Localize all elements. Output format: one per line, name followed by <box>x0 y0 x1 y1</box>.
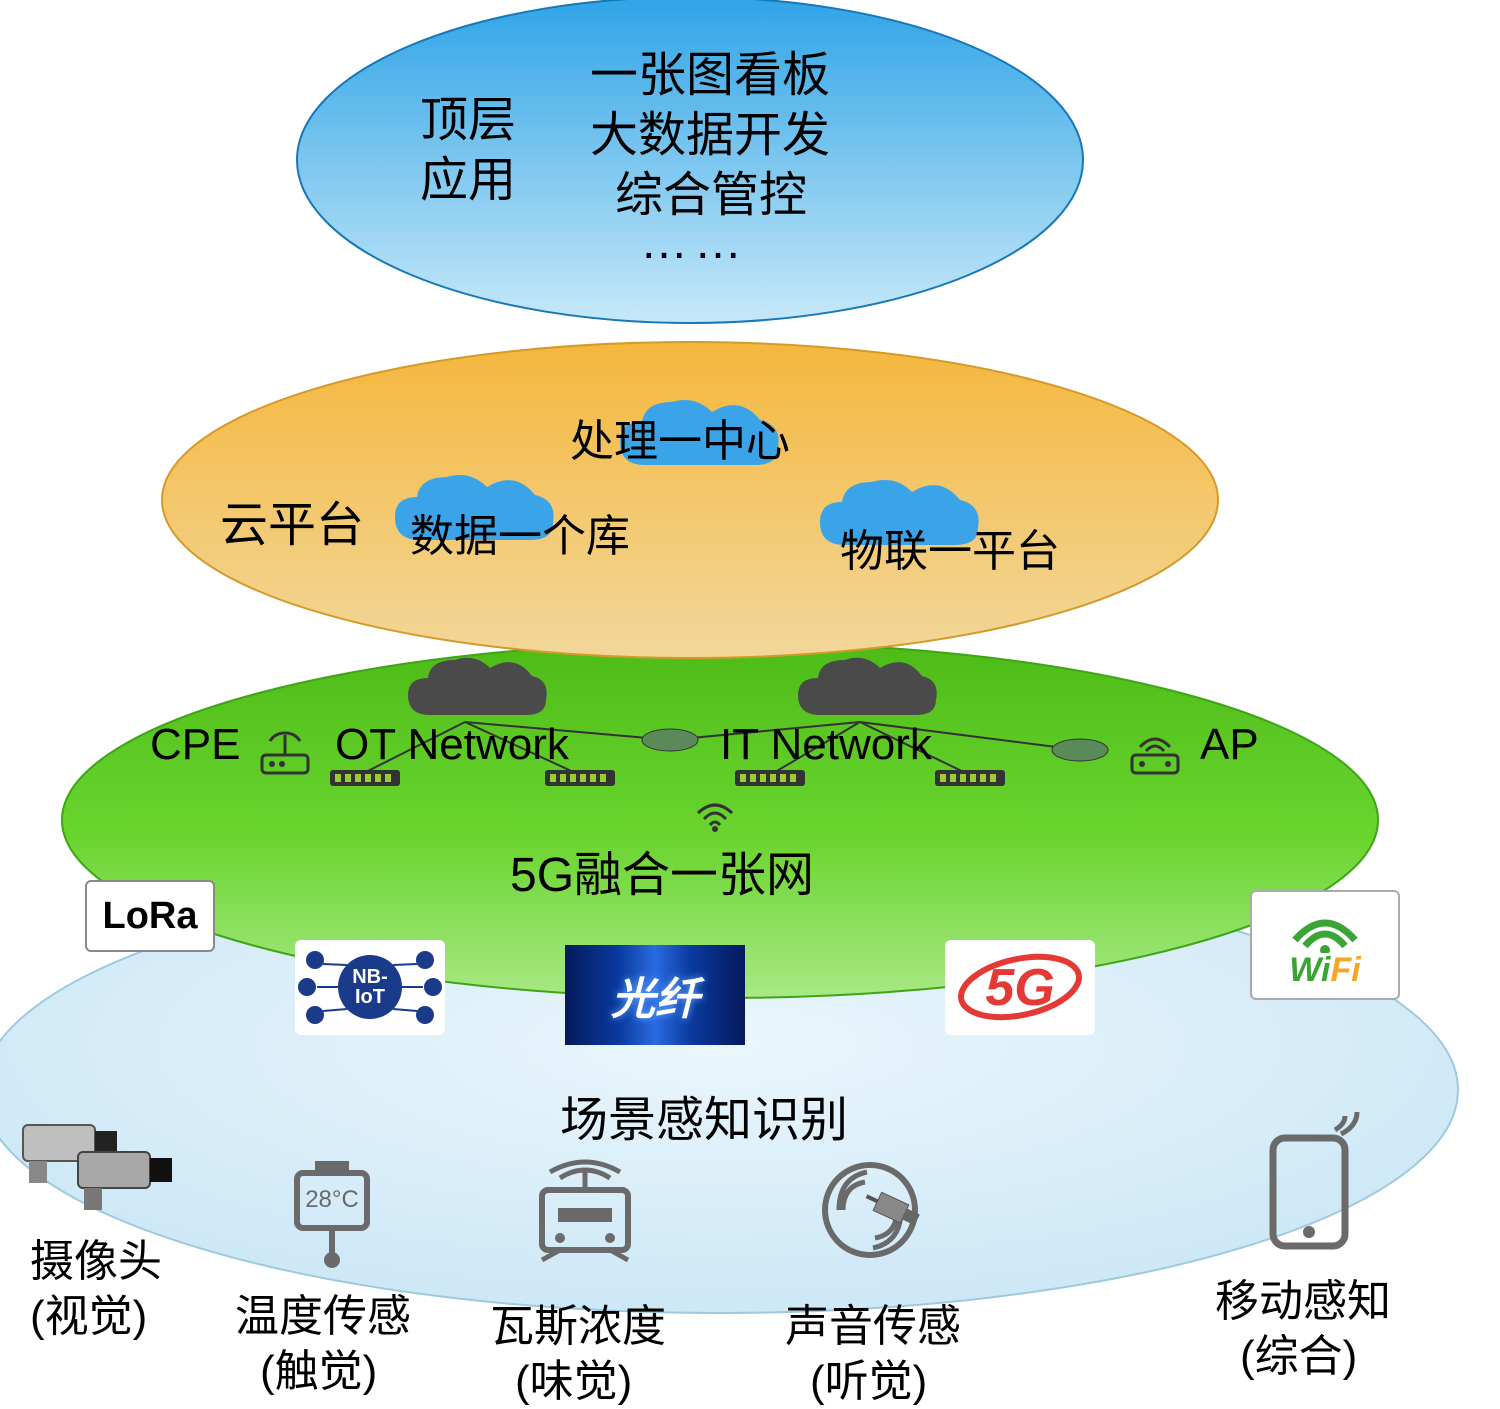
svg-text:5G: 5G <box>985 959 1054 1017</box>
mobile-icon <box>1245 1110 1375 1260</box>
ap-label: AP <box>1200 720 1259 770</box>
top-item-3: …… <box>640 215 748 270</box>
sensor-temp-line2: (触觉) <box>260 1335 377 1399</box>
sensor-camera-line2: (视觉) <box>30 1280 147 1344</box>
sound-icon <box>815 1150 965 1270</box>
top-title-line2: 应用 <box>420 140 516 210</box>
ot-network-label: OT Network <box>335 720 569 770</box>
svg-text:28°C: 28°C <box>305 1186 359 1213</box>
fiveg-badge: 5G <box>945 940 1095 1035</box>
cloud-label-data: 数据一个库 <box>410 500 630 564</box>
temperature-icon: 28°C <box>275 1155 395 1275</box>
it-network-label: IT Network <box>720 720 932 770</box>
sensor-gas-line2: (味觉) <box>515 1345 632 1409</box>
nbiot-badge: NB- IoT <box>295 940 445 1035</box>
lora-badge: LoRa <box>85 880 215 952</box>
network-title: 5G融合一张网 <box>510 835 814 905</box>
cloud-label-processing: 处理一中心 <box>570 405 790 469</box>
fiber-badge: 光纤 <box>565 945 745 1045</box>
cloud-label-iot: 物联一平台 <box>840 515 1060 579</box>
camera-icon <box>15 1105 180 1215</box>
sensor-sound-line2: (听觉) <box>810 1345 927 1409</box>
ap-icon <box>1120 725 1190 780</box>
gas-icon <box>520 1150 650 1280</box>
wifi-badge: WiFi <box>1250 890 1400 1000</box>
perception-title: 场景感知识别 <box>560 1080 848 1150</box>
lora-text: LoRa <box>103 895 198 938</box>
wifi-small-icon <box>690 795 740 835</box>
sensor-mobile-line2: (综合) <box>1240 1320 1357 1384</box>
cpe-label: CPE <box>150 720 240 770</box>
cpe-icon <box>250 725 320 780</box>
fiber-text: 光纤 <box>611 963 699 1027</box>
cloudlayer-title: 云平台 <box>220 485 364 555</box>
svg-text:IoT: IoT <box>355 986 385 1008</box>
svg-text:NB-: NB- <box>352 966 388 988</box>
